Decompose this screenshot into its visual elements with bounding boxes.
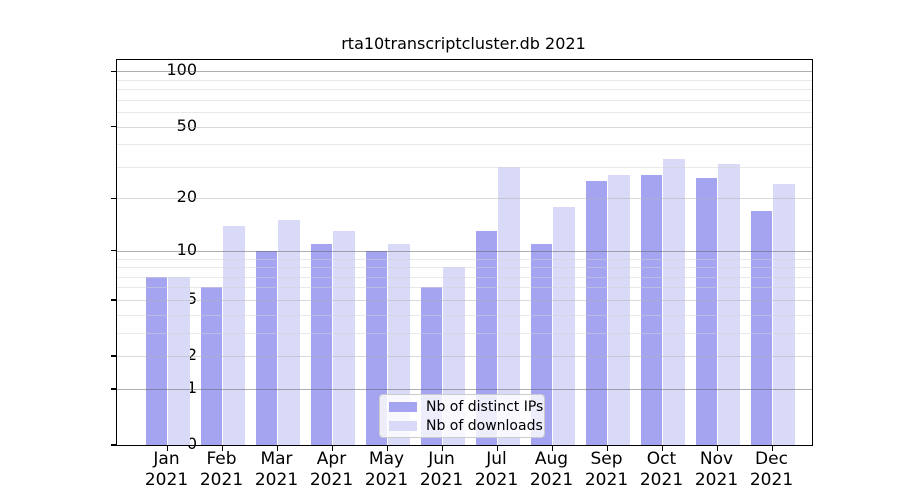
x-tick-label-apr: Apr 2021 [309,449,354,490]
x-tick-label-jan: Jan 2021 [144,449,189,490]
x-tick-label-feb: Feb 2021 [199,449,244,490]
legend-label-distinct-ips: Nb of distinct IPs [426,398,544,415]
x-tick-label-jul: Jul 2021 [474,449,519,490]
bar-ips-oct [640,175,662,445]
legend-swatch-downloads [389,420,417,431]
bar-ips-jan [145,276,167,445]
x-tick-label-mar: Mar 2021 [254,449,299,490]
bar-downloads-feb [223,225,245,445]
legend-label-downloads: Nb of downloads [426,417,543,434]
y-tick-mark-2 [110,355,116,357]
legend-item-distinct-ips: Nb of distinct IPs [389,400,544,414]
x-tick-label-dec: Dec 2021 [749,449,794,490]
y-tick-mark-0 [110,444,116,446]
y-tick-mark-1 [110,388,116,390]
bar-downloads-dec [773,184,795,445]
legend-item-downloads: Nb of downloads [389,419,544,433]
bar-ips-sep [585,181,607,445]
x-tick-label-jun: Jun 2021 [419,449,464,490]
bar-ips-feb [200,287,222,445]
bar-downloads-jan [168,276,190,445]
legend-swatch-distinct-ips [389,401,417,412]
plot-area: Nb of distinct IPs Nb of downloads [110,59,813,452]
x-tick-label-may: May 2021 [364,449,409,490]
x-tick-label-nov: Nov 2021 [694,449,739,490]
y-tick-label-10: 10 [176,239,197,259]
bar-ips-jul [475,231,497,445]
x-tick-label-sep: Sep 2021 [584,449,629,490]
y-tick-mark-100 [110,70,116,72]
y-tick-mark-20 [110,197,116,200]
bar-ips-apr [310,243,332,445]
bar-downloads-jul [498,166,520,445]
bar-ips-mar [255,250,277,445]
y-tick-mark-10 [110,250,116,252]
chart-title: rta10transcriptcluster.db 2021 [341,34,586,53]
bar-downloads-aug [553,206,575,445]
y-tick-label-0: 0 [186,434,197,453]
y-tick-label-50: 50 [176,115,197,135]
y-tick-label-2: 2 [186,345,197,364]
bar-downloads-oct [663,159,685,445]
y-tick-label-5: 5 [186,288,197,308]
bar-downloads-nov [718,164,740,445]
x-tick-label-aug: Aug 2021 [529,449,574,490]
bar-downloads-apr [333,231,355,445]
y-tick-mark-50 [110,125,116,128]
bar-downloads-mar [278,220,300,445]
y-tick-label-100: 100 [166,60,197,80]
bar-ips-dec [750,210,772,445]
y-tick-mark-5 [110,299,116,301]
bar-ips-nov [695,178,717,445]
y-tick-label-20: 20 [176,187,197,207]
y-tick-label-1: 1 [186,377,197,397]
x-tick-label-oct: Oct 2021 [639,449,684,490]
bar-downloads-sep [608,175,630,445]
legend: Nb of distinct IPs Nb of downloads [379,394,545,438]
bars-layer [117,60,812,445]
